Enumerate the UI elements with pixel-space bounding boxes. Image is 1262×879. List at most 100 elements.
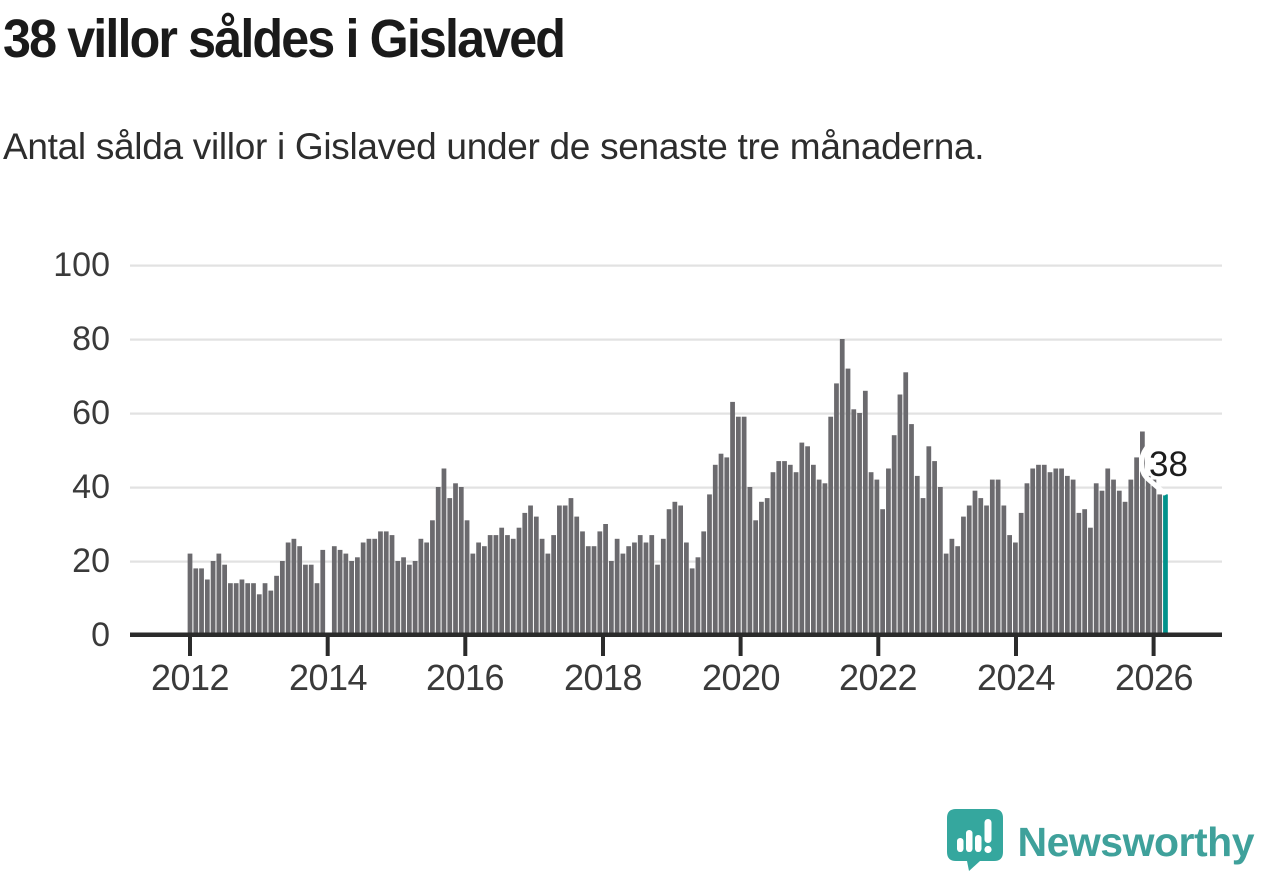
bar	[464, 520, 470, 635]
bar	[499, 527, 505, 635]
bar	[966, 505, 972, 635]
bar	[193, 568, 199, 635]
bar	[914, 475, 920, 635]
bar	[920, 498, 926, 635]
bar	[730, 401, 735, 635]
bar	[343, 553, 349, 635]
bar	[435, 487, 441, 635]
bar	[251, 583, 256, 635]
bar	[268, 590, 274, 635]
bar	[262, 583, 268, 635]
x-tick-label-2026: 2026	[1114, 657, 1194, 698]
bar	[932, 461, 937, 635]
bar	[256, 594, 262, 635]
bar	[649, 535, 655, 635]
bar	[851, 409, 857, 635]
x-axis-tick	[738, 637, 743, 656]
bar	[770, 472, 776, 635]
bar	[1053, 468, 1059, 635]
bar	[764, 498, 770, 635]
bar	[1140, 431, 1145, 635]
bar	[984, 505, 989, 635]
bar	[482, 546, 487, 635]
bar	[355, 557, 360, 635]
bar	[545, 553, 551, 635]
bar	[487, 535, 493, 635]
bar	[626, 546, 632, 635]
bar	[811, 464, 816, 635]
bar	[389, 535, 395, 635]
bar	[1134, 457, 1139, 635]
bar	[995, 479, 1001, 635]
bar	[868, 472, 874, 635]
bar	[793, 472, 799, 635]
bar	[1013, 542, 1018, 635]
bar	[331, 546, 337, 635]
bar	[1047, 472, 1053, 635]
bar	[943, 553, 949, 635]
bar	[845, 368, 851, 635]
bar	[1030, 468, 1036, 635]
axis-ticks	[188, 637, 1156, 656]
bar	[291, 538, 297, 635]
bar	[880, 509, 886, 635]
bar	[522, 512, 528, 635]
x-axis-line	[130, 632, 1222, 637]
bar	[1041, 464, 1047, 635]
x-tick-label-2018: 2018	[563, 657, 643, 698]
x-tick-label-2024: 2024	[976, 657, 1056, 698]
bar	[834, 383, 839, 635]
bar	[955, 546, 961, 635]
bar	[222, 564, 228, 635]
y-tick-label-0: 0	[91, 616, 110, 654]
bar	[684, 542, 689, 635]
bar	[424, 542, 430, 635]
newsworthy-logo-icon	[946, 808, 1004, 877]
annotation-leader-line	[1139, 441, 1167, 496]
bar	[666, 509, 672, 635]
y-tick-label-20: 20	[72, 542, 110, 580]
bar	[689, 568, 695, 635]
bar	[406, 564, 412, 635]
bar	[672, 501, 678, 635]
bar	[1082, 509, 1088, 635]
bar	[816, 479, 822, 635]
bar	[1024, 483, 1030, 635]
bar	[839, 339, 845, 635]
bar	[574, 516, 580, 635]
bar	[1128, 479, 1134, 635]
bar	[580, 531, 585, 635]
bar	[1093, 483, 1099, 635]
bar	[776, 461, 782, 635]
bar	[395, 561, 401, 635]
bar	[874, 479, 880, 635]
bar	[1064, 475, 1070, 635]
bar	[1070, 479, 1076, 635]
bar	[204, 579, 210, 635]
bar	[937, 487, 943, 635]
bar	[949, 538, 955, 635]
bar	[557, 505, 562, 635]
bar	[210, 561, 216, 635]
bar	[562, 505, 568, 635]
bar	[1088, 527, 1093, 635]
bar	[603, 524, 608, 635]
bar	[978, 498, 984, 635]
bar	[637, 535, 643, 635]
bar	[799, 442, 805, 635]
bar	[655, 564, 660, 635]
bar	[199, 568, 204, 635]
latest-value-annotation: 38	[1149, 445, 1188, 484]
bar	[643, 542, 649, 635]
bar	[1145, 475, 1151, 635]
bar	[441, 468, 447, 635]
y-tick-label-60: 60	[72, 394, 110, 432]
bar	[961, 516, 966, 635]
bar	[1001, 505, 1007, 635]
bar	[470, 553, 476, 635]
x-tick-label-2012: 2012	[150, 657, 230, 698]
bar	[886, 468, 891, 635]
bar	[822, 483, 828, 635]
bar	[337, 549, 343, 635]
